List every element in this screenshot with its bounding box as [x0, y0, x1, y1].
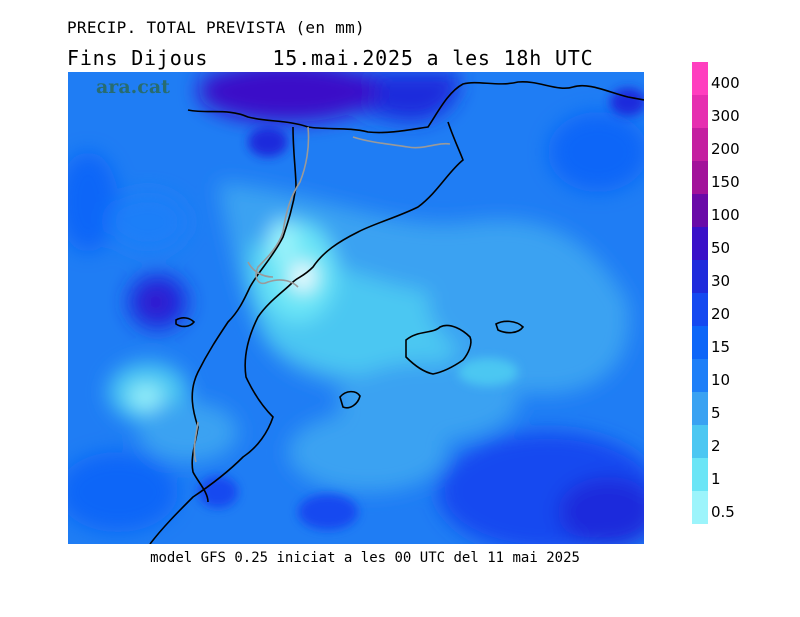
- legend-label: 0.5: [711, 502, 735, 521]
- legend-swatch: [692, 326, 708, 359]
- legend-label: 5: [711, 403, 721, 422]
- legend-label: 100: [711, 205, 740, 224]
- legend-label: 10: [711, 370, 731, 389]
- legend-swatch: [692, 392, 708, 425]
- legend-swatch: [692, 491, 708, 524]
- legend-swatch: [692, 194, 708, 227]
- legend-swatch: [692, 161, 708, 194]
- map-title: PRECIP. TOTAL PREVISTA (en mm): [67, 18, 365, 37]
- legend-swatch: [692, 95, 708, 128]
- legend-label: 1: [711, 469, 721, 488]
- model-caption: model GFS 0.25 iniciat a les 00 UTC del …: [150, 550, 580, 566]
- legend-label: 400: [711, 73, 740, 92]
- precip-field-blobs: [68, 72, 644, 544]
- legend-label: 2: [711, 436, 721, 455]
- legend-swatch: [692, 227, 708, 260]
- precip-field-detail: [198, 88, 644, 530]
- legend-label: 200: [711, 139, 740, 158]
- coastline: [149, 81, 644, 544]
- legend-label: 30: [711, 271, 731, 290]
- legend-label: 150: [711, 172, 740, 191]
- legend-swatch: [692, 260, 708, 293]
- legend-swatch: [692, 293, 708, 326]
- legend-swatch: [692, 425, 708, 458]
- precipitation-map: [68, 72, 644, 544]
- legend-label: 50: [711, 238, 731, 257]
- ara-cat-logo: ara.cat: [96, 76, 170, 98]
- legend-swatch: [692, 128, 708, 161]
- map-subtitle: Fins Dijous 15.mai.2025 a les 18h UTC: [67, 46, 594, 70]
- legend-swatch: [692, 458, 708, 491]
- map-canvas: [68, 72, 644, 544]
- legend-swatch: [692, 359, 708, 392]
- political-borders: [193, 126, 451, 463]
- legend-label: 300: [711, 106, 740, 125]
- legend-label: 20: [711, 304, 731, 323]
- legend-colorbar: [692, 62, 708, 524]
- legend-swatch: [692, 62, 708, 95]
- legend-label: 15: [711, 337, 731, 356]
